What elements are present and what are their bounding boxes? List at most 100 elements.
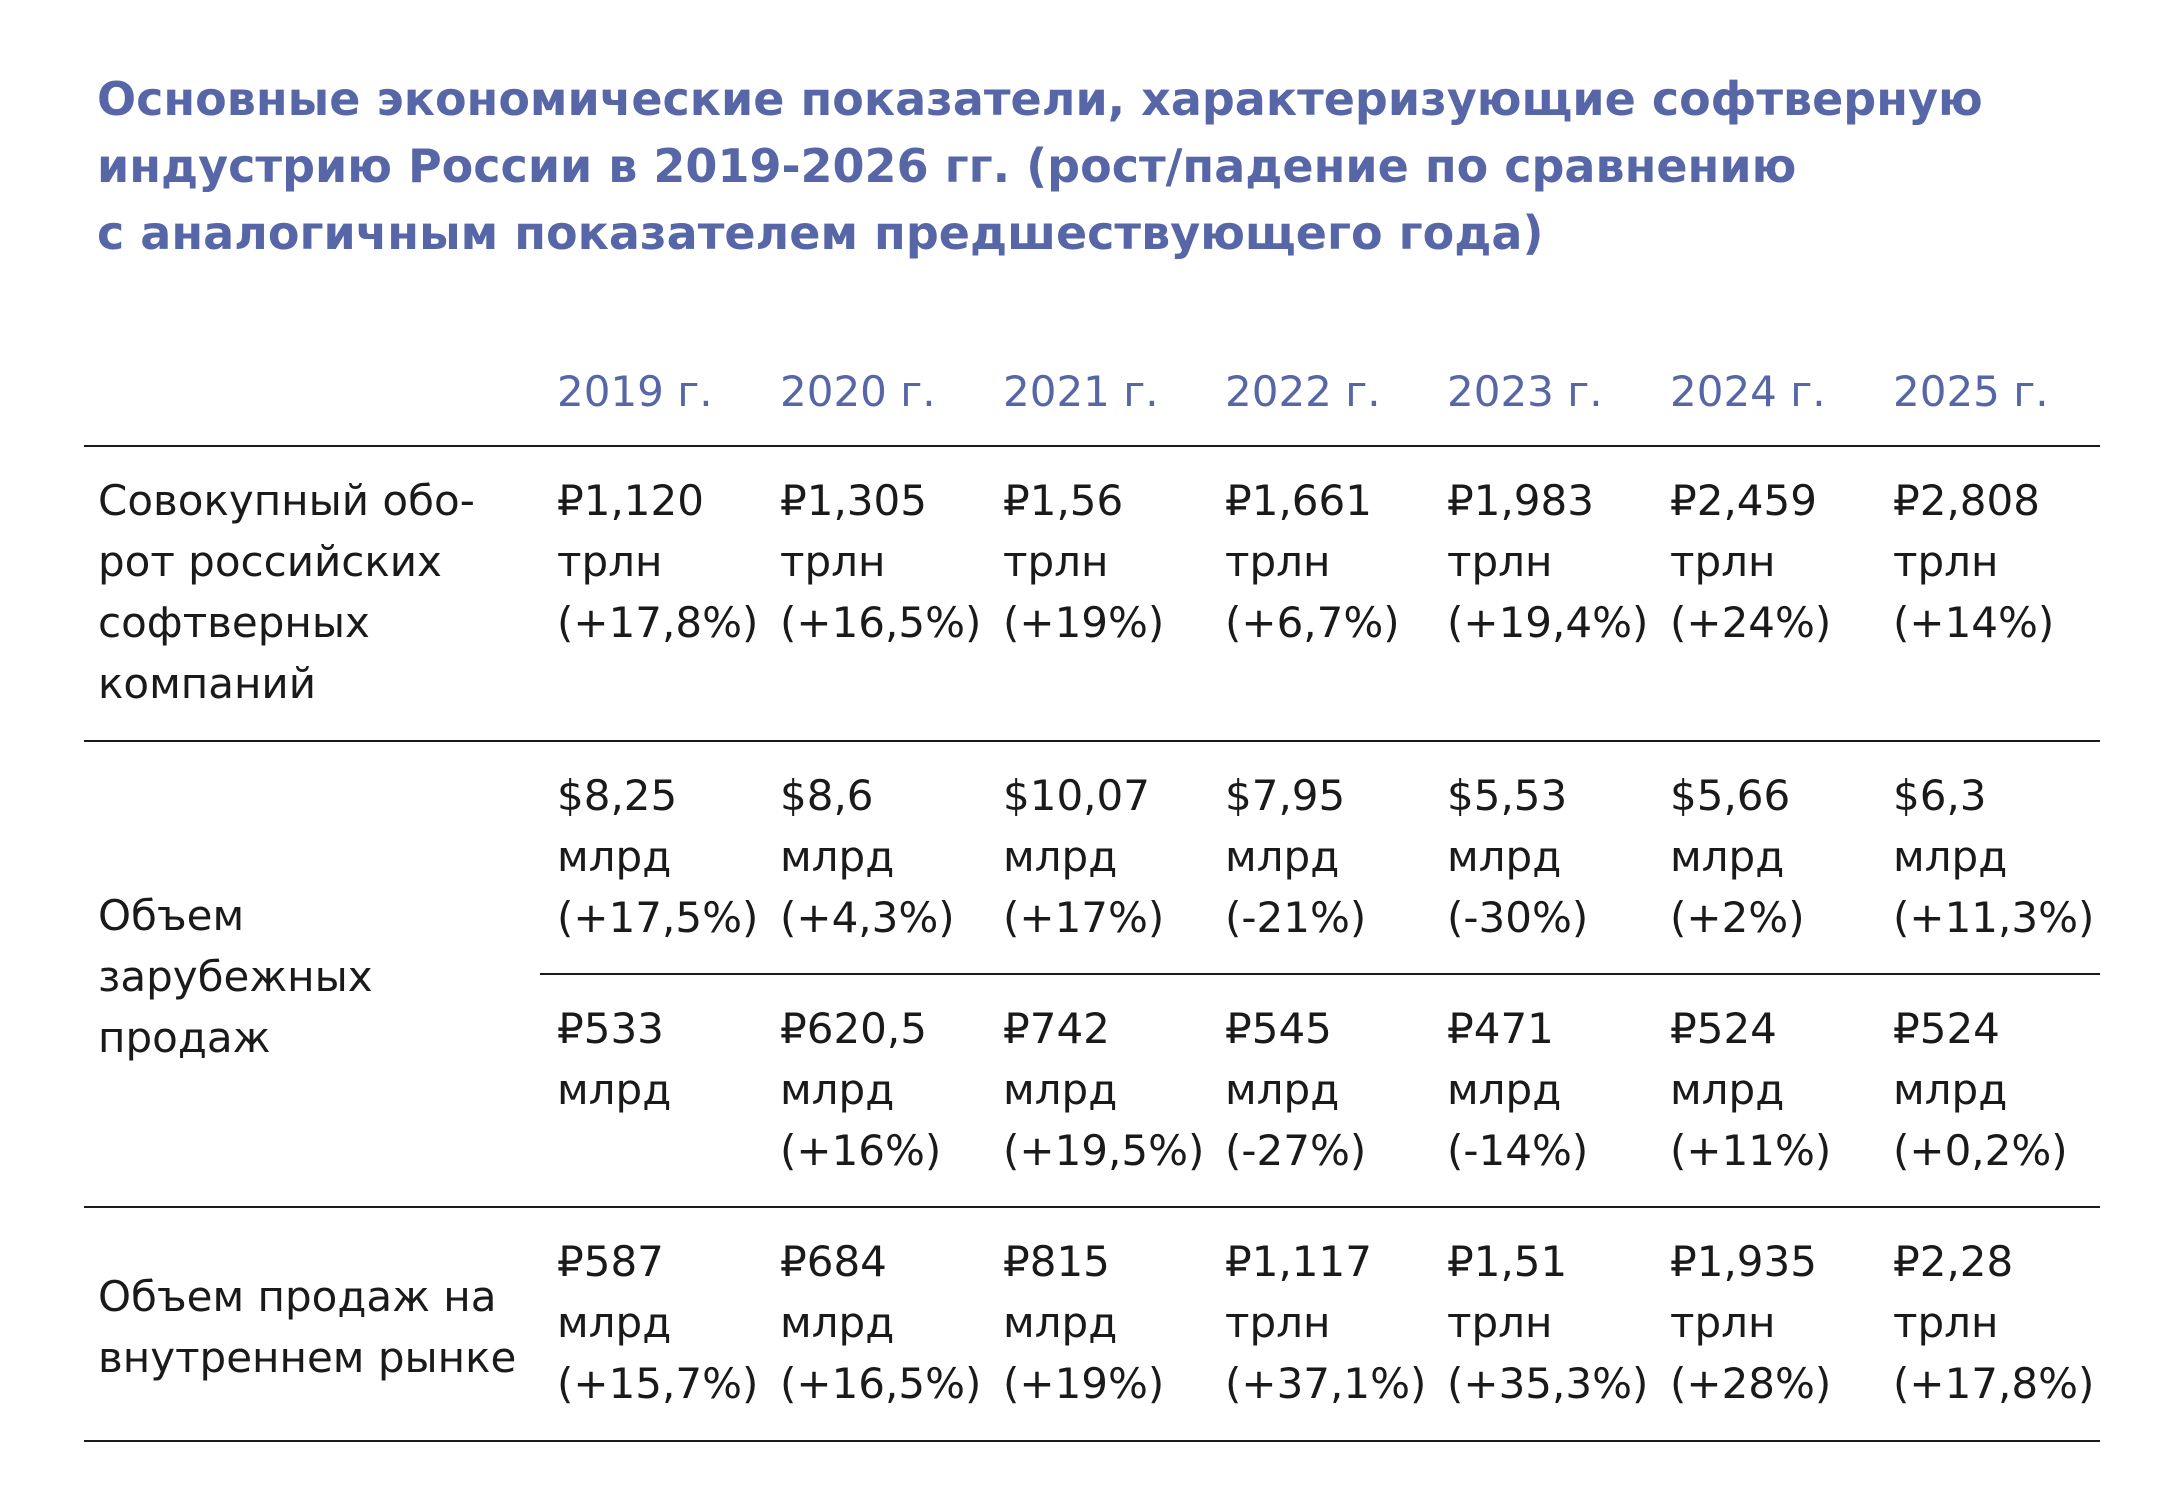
- cell-line: (+19,5%): [1003, 1126, 1205, 1175]
- cell-domestic: ₽2,28 трлн (+17,8%): [1893, 1231, 2108, 1414]
- cell-line: (+28%): [1670, 1359, 1832, 1408]
- cell-foreign-rub: ₽620,5 млрд (+16%): [780, 998, 995, 1181]
- cell-line: млрд: [780, 1298, 895, 1347]
- title-line: индустрию России в 2019-2026 гг. (рост/п…: [97, 139, 1797, 193]
- cell-line: ₽471: [1447, 1004, 1554, 1053]
- year-header: 2021 г.: [1003, 367, 1159, 416]
- row-label-line: Совокупный обо-: [98, 476, 475, 525]
- cell-domestic: ₽684 млрд (+16,5%): [780, 1231, 995, 1414]
- cell-line: (+4,3%): [780, 893, 955, 942]
- year-header: 2022 г.: [1225, 367, 1381, 416]
- cell-line: ₽2,808: [1893, 476, 2040, 525]
- cell-line: млрд: [1447, 832, 1562, 881]
- row-label-foreign-sales: Объем зарубежных продаж: [98, 885, 538, 1068]
- cell-line: ₽2,459: [1670, 476, 1817, 525]
- cell-line: трлн: [1447, 537, 1553, 586]
- cell-line: трлн: [1893, 1298, 1999, 1347]
- cell-domestic: ₽587 млрд (+15,7%): [557, 1231, 772, 1414]
- cell-line: млрд: [1003, 832, 1118, 881]
- cell-domestic: ₽1,51 трлн (+35,3%): [1447, 1231, 1662, 1414]
- cell-foreign-rub: ₽533 млрд: [557, 998, 772, 1120]
- cell-line: (+16,5%): [780, 598, 982, 647]
- cell-line: млрд: [1670, 832, 1785, 881]
- cell-line: трлн: [1670, 1298, 1776, 1347]
- row-label-line: Объем: [98, 891, 245, 940]
- cell-line: трлн: [557, 537, 663, 586]
- cell-line: трлн: [1225, 1298, 1331, 1347]
- row-label-domestic-sales: Объем продаж на внутреннем рынке: [98, 1266, 538, 1388]
- cell-turnover: ₽2,459 трлн (+24%): [1670, 470, 1885, 653]
- cell-line: (+2%): [1670, 893, 1805, 942]
- cell-line: ₽1,983: [1447, 476, 1594, 525]
- cell-foreign-rub: ₽545 млрд (-27%): [1225, 998, 1440, 1181]
- year-header: 2025 г.: [1893, 367, 2049, 416]
- cell-foreign-rub: ₽471 млрд (-14%): [1447, 998, 1662, 1181]
- cell-turnover: ₽1,305 трлн (+16,5%): [780, 470, 995, 653]
- cell-line: (+6,7%): [1225, 598, 1400, 647]
- row-label-line: зарубежных: [98, 952, 373, 1001]
- cell-line: ₽533: [557, 1004, 664, 1053]
- cell-line: ₽587: [557, 1237, 664, 1286]
- row-rule: [84, 1206, 2100, 1208]
- cell-line: ₽1,935: [1670, 1237, 1817, 1286]
- cell-line: (+17,8%): [557, 598, 759, 647]
- cell-foreign-rub: ₽742 млрд (+19,5%): [1003, 998, 1218, 1181]
- cell-line: млрд: [780, 1065, 895, 1114]
- cell-line: $8,25: [557, 771, 678, 820]
- cell-line: (+11,3%): [1893, 893, 2095, 942]
- cell-line: трлн: [780, 537, 886, 586]
- cell-foreign-usd: $7,95 млрд (-21%): [1225, 765, 1440, 948]
- cell-line: (+17,8%): [1893, 1359, 2095, 1408]
- cell-turnover: ₽2,808 трлн (+14%): [1893, 470, 2108, 653]
- cell-line: (+17,5%): [557, 893, 759, 942]
- cell-foreign-usd: $10,07 млрд (+17%): [1003, 765, 1218, 948]
- cell-line: млрд: [557, 1298, 672, 1347]
- cell-line: $5,66: [1670, 771, 1791, 820]
- title-line: Основные экономические показатели, харак…: [97, 72, 1983, 126]
- cell-foreign-rub: ₽524 млрд (+0,2%): [1893, 998, 2108, 1181]
- cell-line: млрд: [557, 1065, 672, 1114]
- page-title: Основные экономические показатели, харак…: [97, 66, 2077, 267]
- cell-line: (+24%): [1670, 598, 1832, 647]
- cell-line: (+0,2%): [1893, 1126, 2068, 1175]
- row-label-line: внутреннем рынке: [98, 1333, 517, 1382]
- cell-foreign-usd: $5,66 млрд (+2%): [1670, 765, 1885, 948]
- row-label-line: софтверных: [98, 598, 370, 647]
- cell-line: ₽2,28: [1893, 1237, 2014, 1286]
- cell-line: ₽1,51: [1447, 1237, 1568, 1286]
- cell-line: (+19%): [1003, 1359, 1165, 1408]
- year-header: 2024 г.: [1670, 367, 1826, 416]
- cell-foreign-usd: $6,3 млрд (+11,3%): [1893, 765, 2108, 948]
- row-rule: [84, 740, 2100, 742]
- cell-line: ₽742: [1003, 1004, 1110, 1053]
- cell-domestic: ₽815 млрд (+19%): [1003, 1231, 1218, 1414]
- cell-line: трлн: [1003, 537, 1109, 586]
- cell-line: (+16,5%): [780, 1359, 982, 1408]
- cell-line: ₽1,305: [780, 476, 927, 525]
- year-header: 2023 г.: [1447, 367, 1603, 416]
- bottom-rule: [84, 1440, 2100, 1442]
- cell-line: (+15,7%): [557, 1359, 759, 1408]
- cell-line: (+37,1%): [1225, 1359, 1427, 1408]
- cell-turnover: ₽1,983 трлн (+19,4%): [1447, 470, 1662, 653]
- cell-line: (-21%): [1225, 893, 1367, 942]
- cell-line: (+14%): [1893, 598, 2055, 647]
- cell-line: (+16%): [780, 1126, 942, 1175]
- cell-line: млрд: [1225, 832, 1340, 881]
- cell-line: ₽815: [1003, 1237, 1110, 1286]
- cell-line: $6,3: [1893, 771, 1987, 820]
- cell-line: ₽1,661: [1225, 476, 1372, 525]
- row-label-line: продаж: [98, 1013, 271, 1062]
- cell-domestic: ₽1,935 трлн (+28%): [1670, 1231, 1885, 1414]
- row-label-line: Объем продаж на: [98, 1272, 497, 1321]
- cell-foreign-rub: ₽524 млрд (+11%): [1670, 998, 1885, 1181]
- cell-line: (+19,4%): [1447, 598, 1649, 647]
- cell-foreign-usd: $8,25 млрд (+17,5%): [557, 765, 772, 948]
- cell-line: (+35,3%): [1447, 1359, 1649, 1408]
- cell-line: (-30%): [1447, 893, 1589, 942]
- cell-line: млрд: [1893, 832, 2008, 881]
- cell-turnover: ₽1,120 трлн (+17,8%): [557, 470, 772, 653]
- cell-line: (+11%): [1670, 1126, 1832, 1175]
- cell-line: (-14%): [1447, 1126, 1589, 1175]
